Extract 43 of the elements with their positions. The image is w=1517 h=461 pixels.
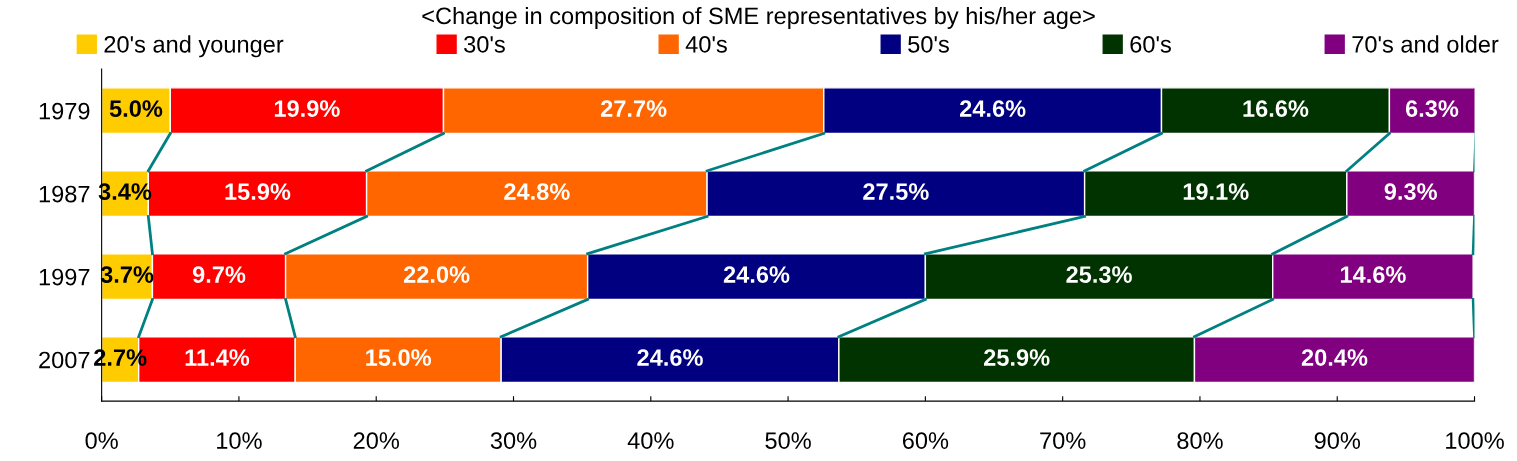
y-tick-label: 1987 [39,185,90,203]
data-label: 9.3% [1384,183,1437,200]
chart-title: <Change in composition of SME representatives by his/her age> [422,6,1095,29]
data-label: 24.6% [637,349,703,366]
legend-label: 50's [908,35,949,53]
x-tick-label: 20% [353,432,400,449]
y-tick-label: 1979 [39,102,90,120]
x-tick-label: 80% [1177,432,1223,449]
data-label: 11.4% [185,349,250,366]
y-tick-label: 1997 [39,268,90,286]
data-label: 16.6% [1243,100,1309,117]
data-label: 24.6% [723,266,790,283]
data-label: 14.6% [1340,266,1406,283]
x-tick-label: 70% [1040,432,1086,449]
y-tick-label: 2007 [39,351,90,369]
data-label: 20.4% [1301,349,1368,366]
data-label: 19.9% [274,100,340,117]
data-label: 19.1% [1183,183,1249,200]
data-label: 22.0% [403,266,470,283]
data-label: 25.3% [1066,266,1132,283]
x-tick-label: 50% [765,432,811,449]
data-label: 5.0% [109,100,163,117]
legend-label: 20's and younger [104,35,284,58]
legend-label: 70's and older [1352,35,1499,53]
x-tick-label: 100% [1446,432,1504,449]
data-label: 27.5% [863,183,929,200]
x-tick-label: 60% [902,432,949,449]
data-label: 6.3% [1405,100,1459,118]
x-tick-label: 0% [85,432,118,449]
legend-label: 60's [1130,35,1171,53]
x-tick-label: 10% [217,432,262,449]
x-tick-label: 90% [1314,432,1361,449]
data-label: 24.8% [504,183,570,200]
legend-label: 40's [685,35,727,53]
data-label: 25.9% [984,349,1050,366]
data-label: 15.9% [225,183,291,200]
x-tick-label: 30% [490,432,537,449]
data-label: 24.6% [959,100,1026,117]
legend-label: 30's [464,35,505,53]
data-label: 15.0% [366,349,432,366]
data-label: 27.7% [600,100,667,117]
data-label: 9.7% [192,266,246,283]
x-tick-label: 40% [627,432,674,449]
